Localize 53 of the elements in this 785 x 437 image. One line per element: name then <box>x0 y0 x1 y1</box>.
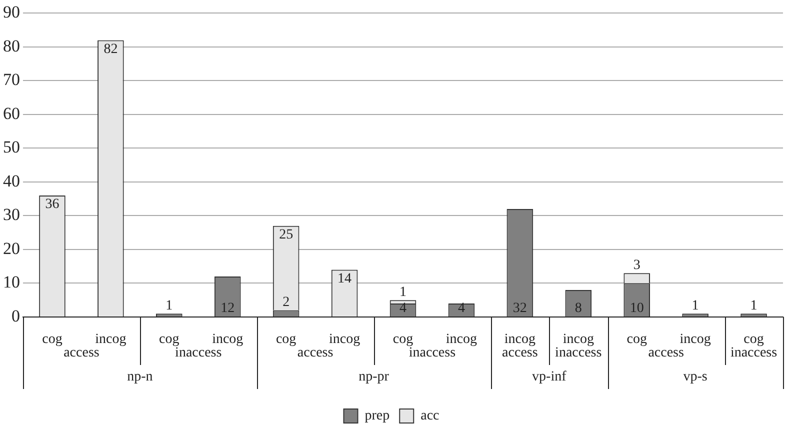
data-label: 1 <box>166 298 173 314</box>
y-tick-label: 0 <box>12 306 20 326</box>
x-tick-label: incog <box>212 332 244 348</box>
data-label: 1 <box>692 298 699 314</box>
text: inaccess <box>730 346 778 361</box>
text: access <box>64 346 100 361</box>
data-label: 82 <box>104 42 118 57</box>
text: inaccess <box>555 346 602 361</box>
x-tick-label: incog <box>328 332 360 348</box>
y-tick-label: 20 <box>3 238 20 258</box>
data-label: 8 <box>574 301 582 316</box>
y-tick-label: 30 <box>3 205 20 224</box>
data-label: 3 <box>633 258 640 273</box>
data-label: 2 <box>282 294 290 310</box>
text: inaccess <box>408 346 456 361</box>
legend-label: acc <box>420 408 440 424</box>
text: np-n <box>127 370 153 385</box>
data-label: 36 <box>45 197 60 212</box>
x-tick-label: cog <box>626 332 647 348</box>
text: vp-s <box>683 370 708 385</box>
data-label: 10 <box>630 301 644 316</box>
data-label: 25 <box>279 228 294 243</box>
data-label: 32 <box>512 301 527 316</box>
x-tick-label: incog <box>446 332 478 348</box>
legend-label: prep <box>364 408 390 424</box>
x-tick-label: incog <box>680 332 711 348</box>
y-tick-label: 40 <box>3 171 20 190</box>
y-tick-label: 90 <box>3 2 20 22</box>
data-label: 4 <box>400 301 406 316</box>
x-tick-label: cog <box>159 332 180 348</box>
x-tick-label: cog <box>276 332 296 348</box>
text: access <box>502 346 538 361</box>
y-tick-label: 10 <box>3 272 20 292</box>
y-tick-label: 50 <box>3 138 20 157</box>
data-label: 4 <box>458 301 465 316</box>
data-label: 14 <box>338 271 352 286</box>
x-tick-label: incog <box>562 332 594 348</box>
data-label: 1 <box>400 284 406 300</box>
text: np-pr <box>358 370 390 385</box>
text: inaccess <box>175 346 222 361</box>
y-tick-label: 70 <box>3 70 20 90</box>
text: access <box>297 346 334 361</box>
x-tick-label: cog <box>392 332 414 348</box>
x-tick-label: cog <box>42 332 62 348</box>
y-tick-label: 60 <box>3 104 20 123</box>
data-label: 12 <box>220 301 235 316</box>
text: vp-inf <box>532 370 567 385</box>
data-label: 1 <box>750 298 758 314</box>
x-tick-label: cog <box>744 332 764 348</box>
text: access <box>648 346 684 361</box>
x-tick-label: incog <box>504 332 536 348</box>
x-tick-label: incog <box>95 332 126 348</box>
y-tick-label: 80 <box>3 36 20 56</box>
